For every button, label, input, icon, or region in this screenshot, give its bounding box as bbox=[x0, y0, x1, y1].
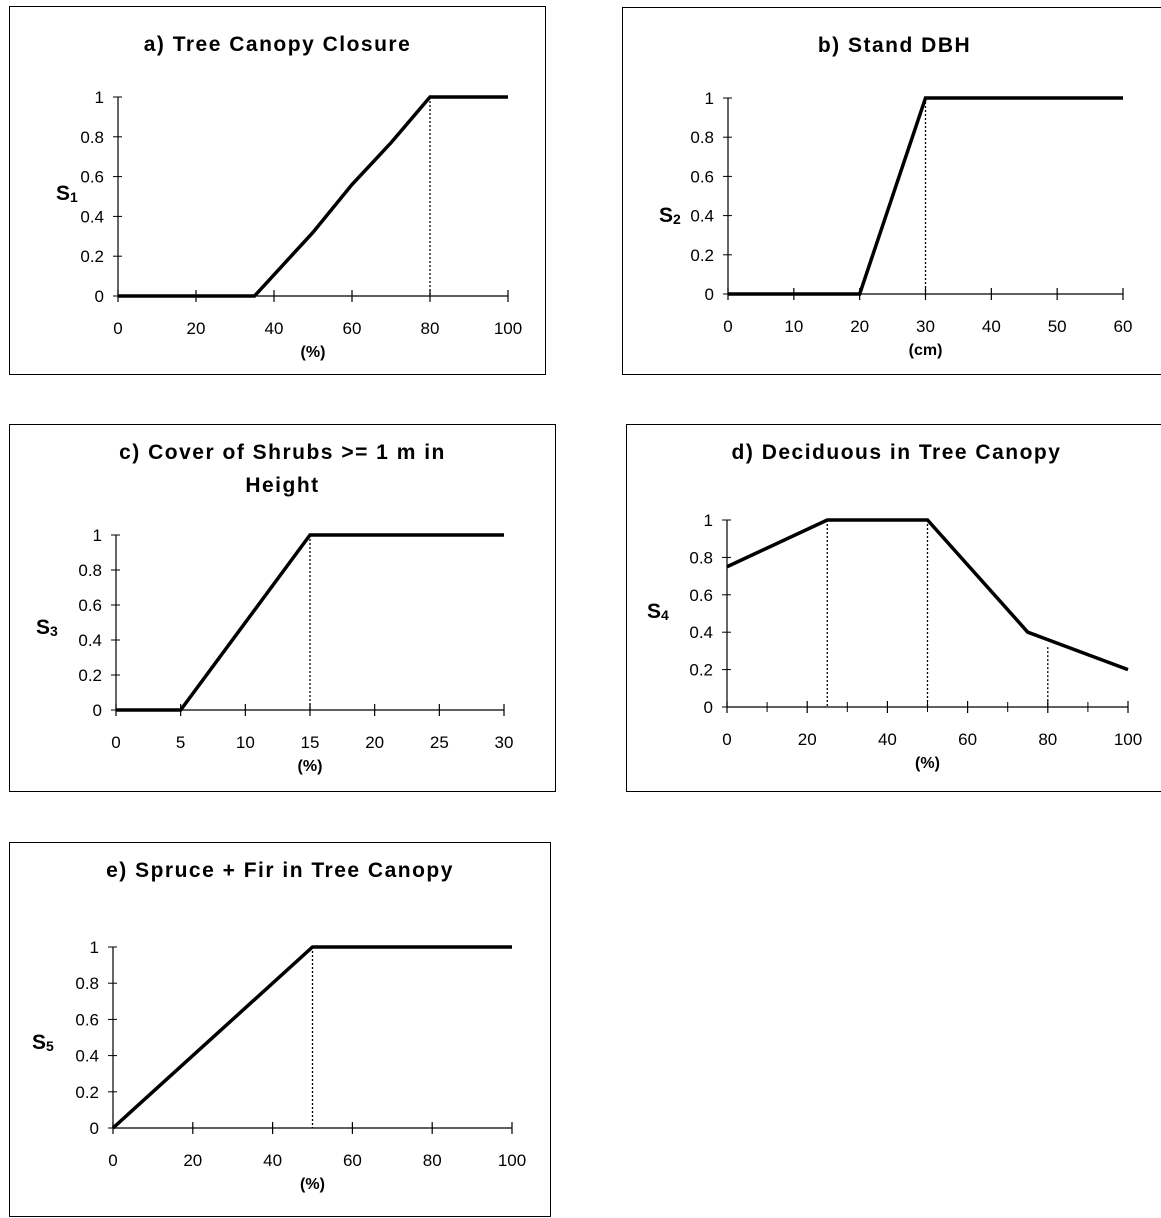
x-tick-label: 0 bbox=[111, 733, 120, 752]
x-axis-label: (cm) bbox=[909, 342, 943, 359]
y-tick-label: 0.2 bbox=[80, 247, 104, 266]
chart-svg-e: 0 0.2 0.4 0.6 0.8 1 0 20 40 60 80 100 (%) S5 bbox=[32, 938, 526, 1193]
chart-svg-c: 00.20.40.60.810 5 10 15 20 25 30(%)S3 bbox=[36, 526, 514, 775]
x-tick-label: 20 bbox=[798, 730, 817, 749]
y-tick-label: 0.6 bbox=[78, 596, 102, 615]
y-tick-label: 0.6 bbox=[689, 586, 713, 605]
series-line bbox=[728, 96, 1123, 296]
x-tick-label: 20 bbox=[365, 733, 384, 752]
x-tick-label: 0 bbox=[108, 1151, 117, 1170]
y-tick-label: 1 bbox=[95, 88, 104, 107]
y-tick-label: 0 bbox=[95, 287, 104, 306]
x-axis-label: (%) bbox=[300, 1176, 325, 1193]
chart-svg-d: 0 0.2 0.4 0.6 0.8 1 0 20 40 60 80 100 (%) S4 bbox=[647, 511, 1142, 772]
y-axis-label: S2 bbox=[659, 204, 681, 227]
chart-title-line: Height bbox=[245, 473, 320, 497]
chart-title-a: a) Tree Canopy Closure bbox=[143, 33, 412, 56]
chart-title-b: b) Stand DBH bbox=[817, 34, 972, 57]
y-tick-label: 0.8 bbox=[78, 561, 102, 580]
y-tick-label: 0.6 bbox=[80, 168, 104, 187]
x-tick-label: 50 bbox=[1048, 317, 1067, 336]
y-tick-label: 0.4 bbox=[80, 207, 104, 226]
x-tick-label: 0 bbox=[723, 317, 732, 336]
y-tick-label: 0 bbox=[704, 698, 713, 717]
y-tick-label: 0.4 bbox=[78, 631, 102, 650]
y-tick-label: 0.4 bbox=[689, 623, 713, 642]
series-line bbox=[111, 945, 512, 1130]
series-line bbox=[118, 95, 508, 298]
chart-panel-b: b) Stand DBH 0 0.2 0.4 0.6 0.8 1 0 10 20 30 40 50 60… bbox=[622, 7, 1161, 375]
x-tick-label: 0 bbox=[722, 730, 731, 749]
x-tick-label: 60 bbox=[343, 319, 362, 338]
x-tick-label: 80 bbox=[421, 319, 440, 338]
x-tick-label: 30 bbox=[916, 317, 935, 336]
x-tick-label: 20 bbox=[187, 319, 206, 338]
x-tick-label: 40 bbox=[263, 1151, 282, 1170]
chart-panel-c: c) Cover of Shrubs >= 1 m in Height 0 0.2 0… bbox=[9, 424, 556, 792]
x-tick-label: 100 bbox=[1114, 730, 1142, 749]
x-tick-label: 40 bbox=[265, 319, 284, 338]
x-tick-label: 80 bbox=[1038, 730, 1057, 749]
x-tick-label: 20 bbox=[183, 1151, 202, 1170]
x-axis-label: (%) bbox=[301, 344, 326, 361]
x-tick-label: 10 bbox=[784, 317, 803, 336]
y-tick-label: 0.2 bbox=[689, 661, 713, 680]
y-axis-label: S1 bbox=[56, 182, 78, 205]
series-line bbox=[726, 518, 1129, 672]
y-tick-label: 0.2 bbox=[78, 666, 102, 685]
chart-panel-e: e) Spruce + Fir in Tree Canopy 0 0.2 0.4 0.… bbox=[9, 842, 551, 1217]
x-tick-label: 80 bbox=[423, 1151, 442, 1170]
x-tick-label: 60 bbox=[1114, 317, 1133, 336]
x-tick-label: 15 bbox=[301, 733, 320, 752]
chart-title-d: d) Deciduous in Tree Canopy bbox=[731, 441, 1062, 464]
y-tick-label: 0.4 bbox=[690, 207, 714, 226]
chart-svg-a: 0 0.2 0.4 0.6 0.8 1 0 20 40 60 80 100 (%) S1 bbox=[56, 88, 522, 361]
x-tick-label: 0 bbox=[113, 319, 122, 338]
x-tick-label: 40 bbox=[878, 730, 897, 749]
y-tick-label: 0 bbox=[93, 701, 102, 720]
y-tick-label: 1 bbox=[704, 511, 713, 530]
y-tick-label: 0.2 bbox=[75, 1083, 99, 1102]
x-axis-label: (%) bbox=[298, 758, 323, 775]
y-tick-label: 0.6 bbox=[75, 1010, 99, 1029]
y-tick-label: 1 bbox=[705, 89, 714, 108]
chart-title-c: c) Cover of Shrubs >= 1 m in Height bbox=[10, 437, 555, 502]
y-axis-label: S4 bbox=[647, 600, 669, 623]
chart-panel-d: d) Deciduous in Tree Canopy 0 0.2 0.4 0.6 0.… bbox=[626, 424, 1161, 792]
chart-title-line: c) Cover of Shrubs >= 1 m in bbox=[119, 441, 446, 464]
y-tick-label: 0 bbox=[90, 1119, 99, 1138]
y-tick-label: 1 bbox=[93, 526, 102, 545]
y-tick-label: 0.4 bbox=[75, 1047, 99, 1066]
y-tick-label: 0.8 bbox=[80, 128, 104, 147]
y-tick-label: 1 bbox=[90, 938, 99, 957]
x-axis-label: (%) bbox=[915, 755, 940, 772]
x-tick-label: 25 bbox=[430, 733, 449, 752]
chart-panel-a: a) Tree Canopy Closure 0 0.2 0.4 0.6 0.8 1 0 20… bbox=[9, 6, 546, 375]
x-tick-label: 100 bbox=[494, 319, 522, 338]
x-tick-label: 30 bbox=[495, 733, 514, 752]
y-tick-label: 0.8 bbox=[690, 128, 714, 147]
x-tick-label: 10 bbox=[236, 733, 255, 752]
x-tick-label: 5 bbox=[176, 733, 185, 752]
y-axis-label: S3 bbox=[36, 616, 58, 639]
chart-title-e: e) Spruce + Fir in Tree Canopy bbox=[106, 859, 454, 882]
y-tick-label: 0.8 bbox=[689, 548, 713, 567]
x-tick-label: 20 bbox=[850, 317, 869, 336]
y-tick-label: 0.6 bbox=[690, 167, 714, 186]
series-line bbox=[116, 533, 504, 712]
x-tick-label: 40 bbox=[982, 317, 1001, 336]
y-tick-label: 0 bbox=[705, 285, 714, 304]
chart-svg-b: 00.20.40.60.810 10 20 30 40 50 60(cm)S2 bbox=[659, 89, 1133, 359]
x-tick-label: 60 bbox=[958, 730, 977, 749]
y-tick-label: 0.2 bbox=[690, 246, 714, 265]
y-tick-label: 0.8 bbox=[75, 974, 99, 993]
x-tick-label: 100 bbox=[498, 1151, 526, 1170]
x-tick-label: 60 bbox=[343, 1151, 362, 1170]
y-axis-label: S5 bbox=[32, 1031, 54, 1054]
